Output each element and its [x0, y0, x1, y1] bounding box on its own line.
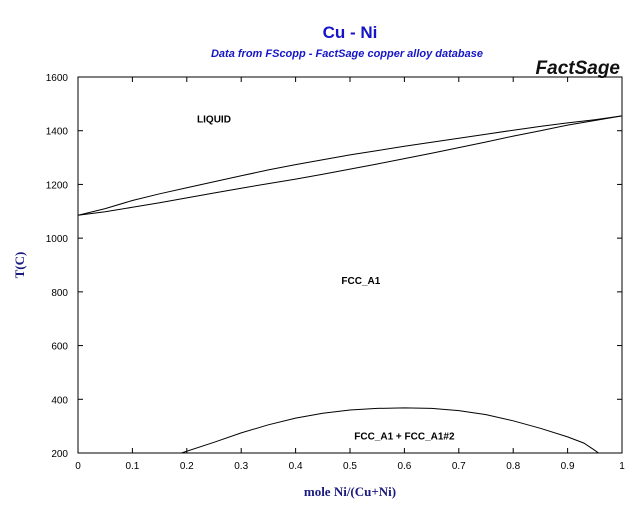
region-label: LIQUID — [197, 115, 231, 126]
y-tick-label: 200 — [51, 449, 68, 460]
phase-boundary-line-1 — [78, 115, 622, 216]
chart-title: Cu - Ni — [323, 23, 378, 42]
region-labels: LIQUID FCC_A1 FCC_A1 + FCC_A1#2 — [197, 115, 455, 443]
y-tick-label: 1000 — [46, 234, 69, 245]
y-tick-label: 1400 — [46, 127, 69, 138]
chart-subtitle: Data from FScopp - FactSage copper alloy… — [211, 48, 483, 60]
region-label: FCC_A1 + FCC_A1#2 — [354, 432, 455, 443]
brand-logo: FactSage — [536, 58, 621, 79]
region-label: FCC_A1 — [341, 276, 380, 287]
x-tick-label: 0.5 — [343, 461, 357, 472]
x-tick-label: 0.9 — [561, 461, 575, 472]
axis-ticks: 0 0.1 0.2 0.3 0.4 0.5 0.6 0.7 0.8 0.9 120040060080… — [46, 73, 625, 472]
x-axis-title: mole Ni/(Cu+Ni) — [304, 484, 396, 499]
x-tick-label: 0.2 — [180, 461, 194, 472]
y-tick-label: 1600 — [46, 73, 69, 84]
y-tick-label: 400 — [51, 395, 68, 406]
x-tick-label: 0.6 — [397, 461, 411, 472]
x-tick-label: 0.4 — [289, 461, 303, 472]
y-tick-label: 600 — [51, 342, 68, 353]
x-tick-label: 0.8 — [506, 461, 520, 472]
phase-boundary-line-3 — [181, 407, 600, 453]
y-axis-title: T(C) — [12, 252, 27, 279]
x-tick-label: 0.1 — [125, 461, 139, 472]
x-tick-label: 0.7 — [452, 461, 466, 472]
phase-boundary-line-2 — [78, 115, 622, 216]
x-tick-label: 1 — [619, 461, 625, 472]
plot-frame — [77, 76, 623, 454]
y-tick-label: 1200 — [46, 180, 69, 191]
x-tick-label: 0.3 — [234, 461, 248, 472]
y-tick-label: 800 — [51, 288, 68, 299]
phase-boundaries — [78, 115, 622, 453]
x-tick-label: 0 — [75, 461, 81, 472]
